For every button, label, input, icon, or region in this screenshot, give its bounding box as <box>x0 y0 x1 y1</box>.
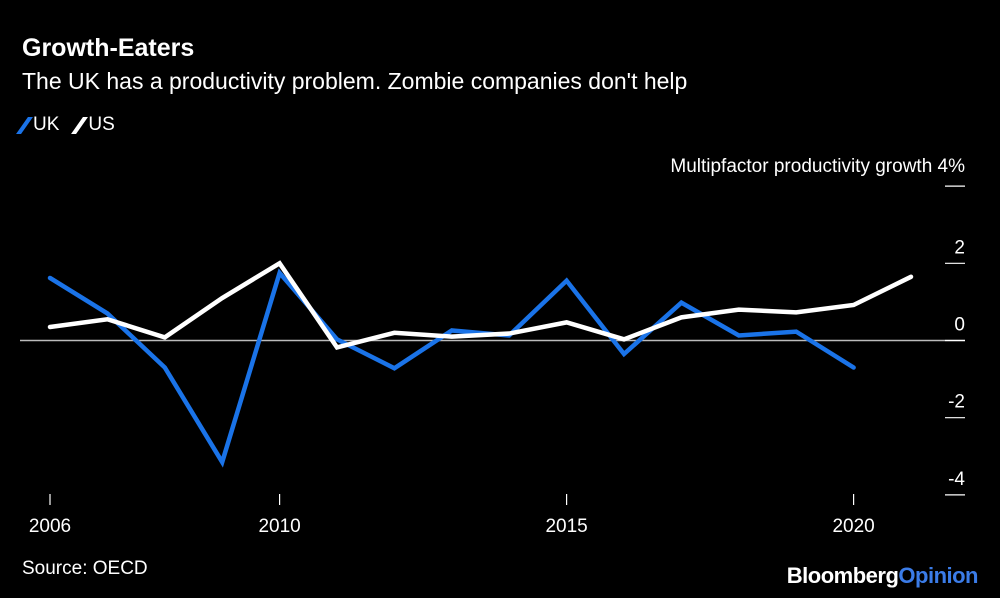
chart-title: Growth-Eaters <box>22 34 195 62</box>
legend-label-uk: UK <box>33 114 60 135</box>
x-tick-label: 2006 <box>29 516 71 537</box>
legend: UK US <box>16 114 115 136</box>
x-tick-label: 2020 <box>832 516 874 537</box>
legend-label-us: US <box>88 114 115 135</box>
source-note: Source: OECD <box>22 558 148 579</box>
y-tick-label: 2 <box>954 237 965 258</box>
chart-subtitle: The UK has a productivity problem. Zombi… <box>22 68 688 94</box>
y-tick-label: -4 <box>948 469 965 490</box>
bloomberg-opinion-logo: BloombergOpinion <box>786 563 979 588</box>
x-tick-label: 2015 <box>545 516 587 537</box>
legend-item-uk: UK <box>16 114 60 136</box>
y-axis-label: Multipfactor productivity growth 4% <box>670 156 965 177</box>
y-tick-label: -2 <box>948 392 965 413</box>
series-line-uk <box>47 268 856 468</box>
legend-item-us: US <box>71 114 115 136</box>
series-line-us <box>47 260 914 351</box>
x-tick-label: 2010 <box>258 516 300 537</box>
y-tick-label: 0 <box>954 315 965 336</box>
